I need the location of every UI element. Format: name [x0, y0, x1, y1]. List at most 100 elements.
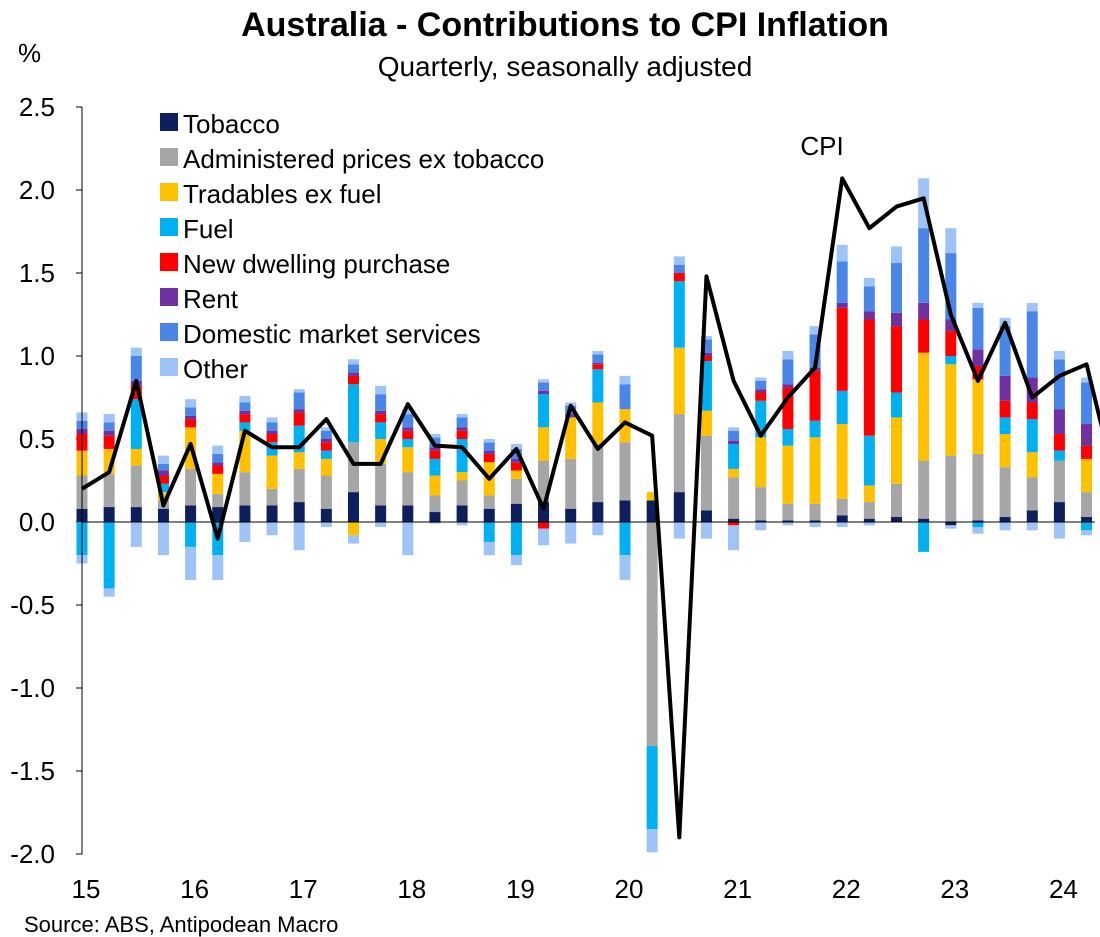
bar-segment [673, 281, 685, 348]
bar-segment [130, 448, 142, 466]
bar-segment [646, 500, 658, 522]
bar-segment [836, 515, 848, 522]
bar-segment [999, 400, 1011, 418]
bar-segment [293, 522, 305, 551]
bar-segment [1026, 452, 1038, 478]
chart-title: Australia - Contributions to CPI Inflati… [241, 6, 889, 44]
bar-segment [375, 522, 387, 527]
legend-swatch [160, 358, 178, 376]
bar-segment [700, 339, 712, 353]
y-tick-label: -0.5 [10, 590, 55, 620]
bar-segment [538, 379, 550, 383]
legend-swatch [160, 148, 178, 166]
bar-segment [755, 520, 767, 522]
bar-segment [918, 352, 930, 461]
bar-segment [510, 448, 522, 459]
y-tick-label: 2.5 [19, 92, 55, 122]
bar-segment [999, 375, 1011, 401]
bar-segment [918, 522, 930, 552]
bar-segment [891, 483, 902, 518]
bar-segment [673, 256, 685, 265]
bar-segment [863, 319, 875, 436]
bar-segment [103, 435, 115, 449]
bar-segment [891, 517, 902, 522]
bar-segment [239, 402, 251, 411]
bar-segment [130, 507, 142, 522]
bar-segment [293, 425, 305, 453]
bar-segment [320, 442, 332, 451]
bar-segment [945, 253, 957, 320]
x-tick-label: 21 [723, 874, 752, 904]
bar-segment [293, 412, 305, 426]
bar-segment [212, 555, 224, 581]
bar-segment [755, 522, 767, 531]
bar-segment [348, 492, 359, 522]
bar-segment [999, 417, 1011, 435]
x-tick-label: 17 [289, 874, 318, 904]
bar-segment [700, 352, 712, 356]
bar-segment [185, 546, 197, 581]
bar-segment [185, 468, 197, 506]
bar-segment [619, 522, 631, 556]
bar-segment [320, 427, 332, 431]
bar-segment [456, 414, 468, 418]
bar-segment [836, 522, 848, 527]
bar-segment [510, 443, 522, 449]
bar-segment [1053, 359, 1065, 410]
bar-segment [782, 351, 794, 360]
bar-segment [293, 409, 305, 413]
source-note: Source: ABS, Antipodean Macro [24, 912, 338, 937]
bar-segment [429, 447, 441, 451]
bar-segment [972, 520, 984, 522]
bar-segment [402, 427, 414, 431]
bar-segment [348, 359, 359, 365]
bar-segment [375, 463, 387, 506]
bar-segment [239, 505, 251, 522]
bar-segment [891, 263, 902, 313]
bar-segment [130, 399, 142, 449]
bar-segment [483, 450, 495, 454]
bar-segment [592, 354, 604, 363]
bar-segment [891, 312, 902, 327]
bar-segment [972, 379, 984, 454]
bar-segment [538, 394, 550, 428]
bar-segment [972, 349, 984, 366]
bar-segment [185, 419, 197, 428]
bar-segment [836, 244, 848, 262]
bar-segment [293, 468, 305, 503]
bar-segment [728, 522, 740, 526]
bar-segment [157, 522, 169, 556]
bar-segment [130, 465, 142, 508]
bar-segment [891, 417, 902, 484]
bar-segment [646, 829, 658, 853]
bar-segment [375, 414, 387, 423]
bar-segment [538, 528, 550, 546]
bar-segment [700, 360, 712, 411]
bar-segment [293, 389, 305, 393]
bar-segment [266, 430, 278, 435]
bar-segment [891, 246, 902, 264]
bar-segment [1026, 419, 1038, 453]
bar-segment [728, 443, 740, 469]
bar-segment [510, 503, 522, 522]
bar-segment [293, 502, 305, 522]
legend-swatch [160, 253, 178, 271]
bar-segment [1026, 522, 1038, 531]
bar-segment [1081, 522, 1093, 531]
bar-segment [646, 522, 658, 747]
bar-segment [1053, 450, 1065, 461]
bar-segment [619, 442, 631, 501]
bar-segment [130, 522, 142, 547]
bar-segment [891, 392, 902, 418]
bar-segment [728, 518, 740, 522]
bar-segment [185, 399, 197, 408]
bar-segment [945, 356, 957, 365]
bar-segment [375, 410, 387, 415]
bar-segment [1026, 477, 1038, 511]
legend-label: Other [183, 354, 248, 384]
bar-segment [157, 483, 169, 493]
cpi-line [80, 176, 1100, 840]
bar-segment [728, 440, 740, 444]
bar-segment [538, 390, 550, 395]
bar-segment [999, 326, 1011, 376]
